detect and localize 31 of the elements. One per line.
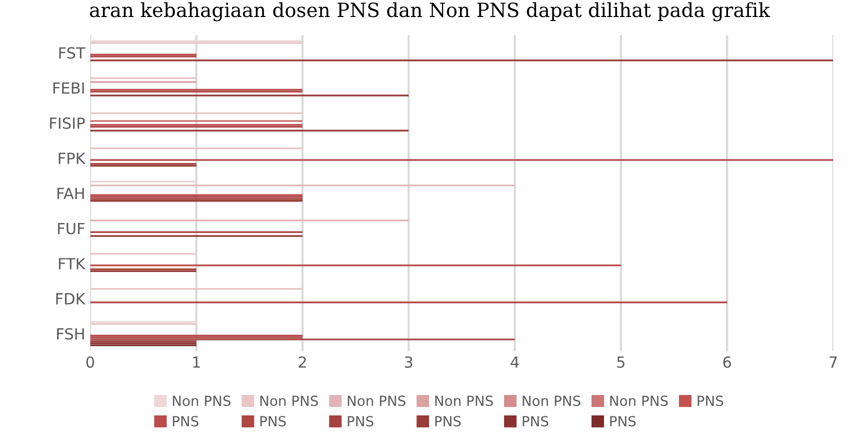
legend-label: PNS: [172, 416, 198, 426]
y-tick-label: FDK: [56, 293, 86, 304]
legend-label: Non PNS: [260, 396, 318, 406]
x-tick-label: 0: [86, 356, 94, 368]
legend-label: PNS: [698, 396, 724, 406]
y-tick-label: FISIP: [50, 117, 85, 129]
legend-label: PNS: [610, 416, 636, 426]
y-tick-label: FEBI: [53, 82, 84, 94]
x-tick-label: 2: [298, 356, 306, 368]
y-tick-label: FUF: [58, 222, 84, 234]
x-tick-label: 1: [193, 356, 200, 368]
y-tick-label: FSH: [57, 328, 84, 340]
legend-label: PNS: [435, 416, 461, 426]
x-tick-label: 4: [510, 356, 519, 368]
legend-label: Non PNS: [522, 396, 580, 406]
text: aran kebahagiaan dosen PNS dan Non PNS dapat dilihat pada grafik: [90, 2, 770, 22]
legend-label: PNS: [522, 416, 548, 426]
legend-label: Non PNS: [172, 396, 230, 406]
x-tick-label: 5: [617, 356, 624, 368]
y-tick-label: FTK: [58, 258, 86, 270]
legend-label: Non PNS: [435, 396, 493, 406]
legend-label: PNS: [260, 416, 286, 426]
y-tick-label: FPK: [58, 152, 86, 164]
x-tick-label: 3: [404, 356, 412, 368]
x-tick-label: 7: [830, 356, 837, 368]
legend-label: Non PNS: [348, 396, 406, 406]
legend-label: PNS: [348, 416, 374, 426]
y-tick-label: FAH: [58, 188, 84, 199]
x-tick-label: 6: [723, 356, 731, 368]
legend-label: Non PNS: [610, 396, 668, 406]
y-tick-label: FST: [59, 47, 86, 59]
